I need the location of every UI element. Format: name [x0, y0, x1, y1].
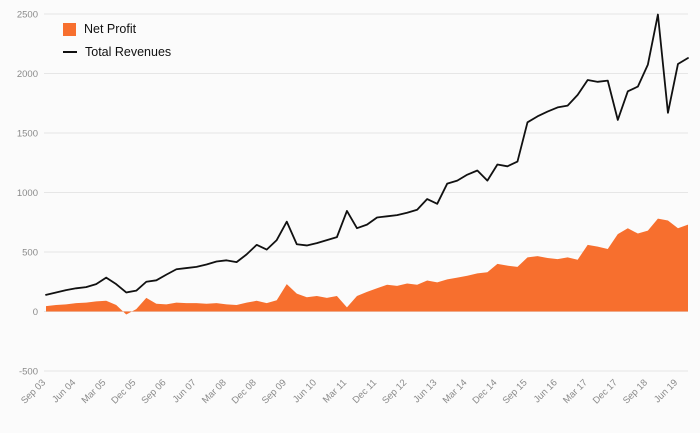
- legend-label-total-revenues: Total Revenues: [85, 45, 172, 59]
- x-axis-tick-label: Jun 19: [652, 377, 680, 405]
- x-axis-tick-label: Sep 18: [621, 377, 650, 406]
- x-axis-tick-label: Sep 09: [260, 377, 289, 406]
- x-axis-tick-label: Sep 03: [19, 377, 48, 406]
- x-axis-tick-label: Mar 05: [80, 377, 109, 406]
- x-axis-tick-label: Dec 17: [591, 377, 620, 406]
- y-axis-tick-label: 1500: [17, 129, 38, 140]
- total-revenues-line: [45, 13, 689, 296]
- y-axis-tick-label: 2500: [17, 10, 38, 21]
- y-axis-tick-label: 500: [22, 248, 38, 259]
- net-profit-swatch-icon: [63, 22, 76, 36]
- x-axis-tick-label: Mar 08: [200, 377, 229, 406]
- x-axis-tick-label: Mar 14: [441, 377, 470, 406]
- x-axis-tick-label: Dec 11: [351, 377, 380, 406]
- x-axis-tick-label: Mar 11: [321, 377, 349, 405]
- legend-label-net-profit: Net Profit: [84, 22, 137, 36]
- x-axis-tick-label: Jun 07: [171, 377, 199, 405]
- x-axis-tick-label: Sep 12: [380, 377, 409, 406]
- x-axis-tick-label: Sep 15: [501, 377, 530, 406]
- x-axis-tick-label: Dec 14: [470, 377, 499, 406]
- x-axis-tick-label: Jun 16: [532, 377, 560, 405]
- x-axis-tick-label: Jun 13: [411, 377, 439, 405]
- legend-item-total-revenues[interactable]: Total Revenues: [63, 45, 171, 59]
- x-axis-tick-label: Sep 06: [139, 377, 168, 406]
- x-axis-tick-label: Mar 17: [561, 377, 590, 406]
- x-axis-tick-label: Jun 04: [50, 377, 78, 405]
- y-axis-tick-label: 1000: [17, 188, 38, 199]
- x-axis-tick-label: Dec 08: [230, 377, 259, 406]
- y-axis-tick-label: 0: [33, 307, 38, 318]
- x-axis-tick-label: Jun 10: [291, 377, 319, 405]
- chart-legend: Net Profit Total Revenues: [63, 22, 171, 59]
- total-revenues-swatch-icon: [63, 51, 77, 53]
- legend-item-net-profit[interactable]: Net Profit: [63, 22, 171, 36]
- x-axis-tick-label: Dec 05: [109, 377, 138, 406]
- y-axis-tick-label: -500: [19, 367, 38, 378]
- y-axis-tick-label: 2000: [17, 69, 38, 80]
- net-profit-area: [46, 218, 688, 315]
